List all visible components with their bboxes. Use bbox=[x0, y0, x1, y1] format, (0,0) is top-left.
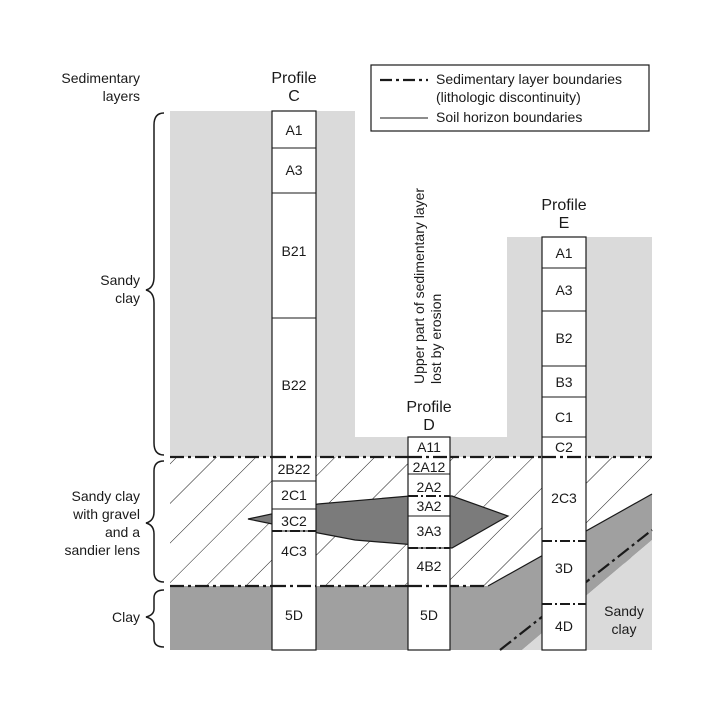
brace-gravel bbox=[145, 460, 165, 583]
erosion-note: Upper part of sedimentary layer bbox=[411, 188, 427, 384]
profile-d: Profile D A11 2A12 2A2 3A2 3A3 4B2 5D bbox=[406, 399, 452, 651]
horizon-label: 5D bbox=[420, 607, 438, 623]
profile-e-title: Profile bbox=[541, 197, 586, 214]
lower-sandy-clay-label: clay bbox=[612, 621, 637, 637]
lower-sandy-clay-label: Sandy bbox=[604, 603, 644, 619]
horizon-label: A1 bbox=[555, 245, 572, 261]
horizon-label: 4C3 bbox=[281, 543, 307, 559]
horizon-label: A3 bbox=[285, 162, 302, 178]
horizon-label: 3A3 bbox=[417, 523, 442, 539]
clay-label: Clay bbox=[112, 609, 140, 625]
legend-item-1: Sedimentary layer boundaries bbox=[436, 71, 622, 87]
horizon-label: 2A12 bbox=[413, 459, 446, 475]
horizon-label: B2 bbox=[555, 330, 572, 346]
legend-box bbox=[370, 64, 650, 132]
gravel-layer-label: Sandy clay bbox=[72, 488, 140, 504]
horizon-label: 2C3 bbox=[551, 490, 577, 506]
profile-c-column bbox=[271, 110, 317, 651]
erosion-note: lost by erosion bbox=[428, 294, 444, 384]
legend-item-1-sub: (lithologic discontinuity) bbox=[436, 89, 581, 105]
brace-clay bbox=[145, 589, 165, 648]
horizon-label: 5D bbox=[285, 607, 303, 623]
profile-d-column bbox=[407, 436, 451, 651]
horizon-label: C2 bbox=[555, 439, 573, 455]
brace-sandy-clay bbox=[145, 112, 165, 456]
legend: Sedimentary layer boundaries (lithologic… bbox=[370, 64, 650, 132]
horizon-label: 3A2 bbox=[417, 498, 442, 514]
sedimentary-boundary-diagonal bbox=[499, 529, 653, 651]
horizon-label: B21 bbox=[282, 243, 307, 259]
profile-c: Profile C A1 A3 B21 B22 2B22 2C1 3C2 4C3… bbox=[271, 70, 317, 651]
horizon-label: 4B2 bbox=[417, 558, 442, 574]
horizon-label: A3 bbox=[555, 282, 572, 298]
horizon-label: 4D bbox=[555, 618, 573, 634]
gravel-layer-label: and a bbox=[105, 524, 140, 540]
profile-d-letter: D bbox=[423, 417, 435, 434]
horizon-label: B3 bbox=[555, 374, 572, 390]
gravel-layer-label: sandier lens bbox=[65, 542, 141, 558]
profile-e-column bbox=[541, 236, 587, 651]
horizon-label: 3D bbox=[555, 560, 573, 576]
profile-c-title: Profile bbox=[271, 70, 316, 87]
profile-c-letter: C bbox=[288, 88, 300, 105]
profile-e: Profile E A1 A3 B2 B3 C1 C2 2C3 3D 4D bbox=[541, 197, 587, 651]
gravel-layer-label: with gravel bbox=[72, 506, 140, 522]
legend-item-2: Soil horizon boundaries bbox=[436, 109, 582, 125]
horizon-label: A11 bbox=[417, 439, 441, 455]
sedimentary-layers-header: Sedimentary bbox=[61, 70, 140, 86]
horizon-label: C1 bbox=[555, 409, 573, 425]
horizon-label: 2B22 bbox=[278, 461, 311, 477]
profile-d-title: Profile bbox=[406, 399, 451, 416]
sandy-clay-label: Sandy bbox=[100, 272, 140, 288]
horizon-label: A1 bbox=[285, 122, 302, 138]
sandy-clay-label: clay bbox=[115, 290, 140, 306]
horizon-label: 3C2 bbox=[281, 513, 307, 529]
profile-e-letter: E bbox=[559, 215, 570, 232]
horizon-label: B22 bbox=[282, 377, 307, 393]
horizon-label: 2C1 bbox=[281, 487, 307, 503]
sedimentary-layers-header: layers bbox=[103, 88, 140, 104]
horizon-label: 2A2 bbox=[417, 479, 442, 495]
